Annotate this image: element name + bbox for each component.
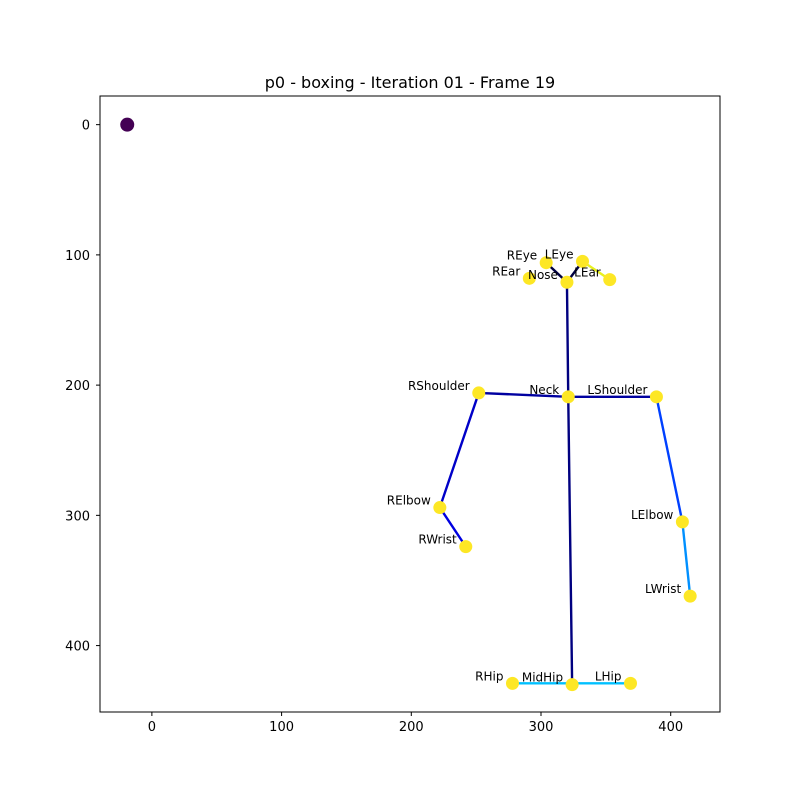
x-tick-label: 100	[269, 720, 294, 735]
label-neck: Neck	[529, 383, 559, 397]
y-tick-label: 400	[65, 640, 90, 655]
keypoint-lwrist	[683, 589, 697, 603]
bone-lshoulder-lelbow	[655, 395, 684, 524]
y-axis-ticks: 0 100 200 300 400	[65, 119, 100, 655]
bone-relbow-rwrist	[438, 506, 467, 548]
keypoint-lelbow	[675, 515, 689, 529]
keypoint-midhip	[565, 678, 579, 692]
y-tick-label: 0	[82, 119, 90, 134]
keypoint-lhip	[624, 676, 638, 690]
bone-nose-neck	[565, 281, 570, 399]
y-tick-label: 300	[65, 509, 90, 524]
keypoint-lshoulder	[649, 390, 663, 404]
x-tick-label: 0	[148, 720, 156, 735]
keypoint-leye	[576, 254, 590, 268]
bone-rshoulder-relbow	[438, 391, 480, 509]
label-lear: LEar	[574, 266, 601, 280]
origin-point	[120, 117, 135, 132]
label-rwrist: RWrist	[418, 533, 457, 547]
keypoint-lear	[603, 273, 617, 287]
label-lshoulder: LShoulder	[587, 383, 647, 397]
keypoint-relbow	[433, 501, 447, 515]
label-rear: REar	[492, 264, 520, 278]
keypoint-rwrist	[459, 540, 473, 554]
y-tick-label: 200	[65, 379, 90, 394]
bone-neck-rshoulder	[477, 391, 570, 399]
skeleton-bones	[438, 260, 692, 686]
x-tick-label: 300	[529, 720, 554, 735]
label-lwrist: LWrist	[645, 582, 681, 596]
label-relbow: RElbow	[387, 494, 431, 508]
label-midhip: MidHip	[522, 671, 563, 685]
label-leye: LEye	[545, 247, 574, 261]
keypoint-labels: Nose Neck RShoulder RElbow RWrist LShoulder LE…	[387, 247, 682, 684]
keypoints	[120, 117, 697, 692]
keypoint-reye	[539, 256, 553, 270]
label-rshoulder: RShoulder	[408, 379, 470, 393]
keypoint-neck	[561, 390, 575, 404]
bone-lelbow-lwrist	[681, 520, 692, 598]
label-nose: Nose	[528, 268, 558, 282]
y-tick-label: 100	[65, 249, 90, 264]
keypoint-rshoulder	[472, 386, 486, 400]
chart-title: p0 - boxing - Iteration 01 - Frame 19	[265, 73, 555, 92]
keypoint-rhip	[505, 676, 519, 690]
x-tick-label: 400	[658, 720, 683, 735]
x-tick-label: 200	[399, 720, 424, 735]
label-rhip: RHip	[475, 669, 503, 683]
bone-neck-midhip	[567, 395, 574, 686]
x-axis-ticks: 0 100 200 300 400	[148, 712, 683, 735]
keypoint-rear	[522, 271, 536, 285]
label-lelbow: LElbow	[631, 508, 674, 522]
label-lhip: LHip	[595, 669, 622, 683]
plot-frame	[99, 95, 721, 713]
label-reye: REye	[507, 249, 537, 263]
keypoint-nose	[560, 275, 574, 289]
